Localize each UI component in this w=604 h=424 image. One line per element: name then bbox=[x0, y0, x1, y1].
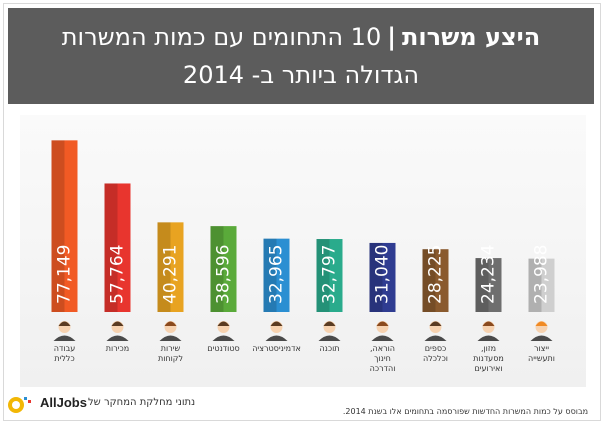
category-label: שירות bbox=[161, 344, 181, 353]
bar-value-label: 23,988 bbox=[532, 245, 552, 304]
bar-value-label: 77,149 bbox=[55, 245, 75, 304]
category-label: ואירועים bbox=[474, 364, 502, 373]
bar-value-label: 57,764 bbox=[108, 245, 128, 304]
header-separator: | bbox=[387, 23, 396, 51]
bar-highlight bbox=[223, 226, 237, 312]
bar bbox=[422, 249, 436, 312]
category-label: מכירות bbox=[106, 344, 129, 353]
header-title-line1: היצע משרות|10 התחומים עם כמות המשרות bbox=[8, 22, 594, 52]
bar bbox=[528, 258, 542, 312]
bar bbox=[51, 140, 65, 312]
bar-group: 32,797 תוכנה bbox=[316, 239, 343, 353]
bar-value-label: 28,225 bbox=[426, 245, 446, 304]
footer-source: נתוני מחלקת המחקר של bbox=[88, 397, 196, 408]
category-label: והדרכה bbox=[370, 364, 396, 373]
header-title-line2: הגדולה ביותר ב- 2014 bbox=[182, 61, 420, 89]
teacher-icon bbox=[371, 321, 394, 341]
worker-icon bbox=[53, 321, 76, 341]
programmer-icon bbox=[318, 321, 341, 341]
category-label: אדמיניסטרציה bbox=[252, 344, 301, 353]
bar bbox=[475, 258, 489, 312]
header-title-part1: 10 התחומים עם כמות המשרות bbox=[61, 23, 382, 51]
customer-service-icon bbox=[159, 321, 182, 341]
bar-value-label: 38,596 bbox=[214, 245, 234, 304]
bar-highlight bbox=[117, 183, 131, 312]
header-brand: היצע משרות bbox=[401, 23, 541, 51]
category-label: סטודנטים bbox=[207, 344, 239, 353]
bar bbox=[369, 242, 383, 312]
bar-highlight bbox=[541, 258, 555, 312]
sales-icon bbox=[106, 321, 129, 341]
bar-value-label: 31,040 bbox=[373, 245, 393, 304]
category-label: מסעדנות bbox=[473, 354, 504, 363]
bar bbox=[210, 226, 224, 312]
category-label: ותעשייה bbox=[528, 354, 555, 363]
bar-highlight bbox=[435, 249, 449, 312]
alljobs-logo-text: AllJobs bbox=[40, 395, 87, 410]
admin-icon bbox=[265, 321, 288, 341]
category-label: עבודה bbox=[54, 344, 75, 353]
category-label: חינוך bbox=[374, 354, 391, 363]
bar-group: 32,965 אדמיניסטרציה bbox=[252, 238, 301, 353]
waiter-icon bbox=[477, 321, 500, 341]
bar bbox=[104, 183, 118, 312]
category-label: הוראה, bbox=[370, 344, 395, 353]
factory-worker-icon bbox=[530, 321, 553, 341]
bar-group: 38,596 סטודנטים bbox=[207, 226, 240, 353]
category-label: מזון, bbox=[481, 344, 496, 353]
bar bbox=[263, 238, 277, 312]
footer-note: מבוסס על כמות המשרות החדשות שפורסמה בתחו… bbox=[342, 407, 588, 416]
bar-highlight bbox=[329, 239, 343, 312]
bar-value-label: 32,797 bbox=[320, 245, 340, 304]
finance-icon bbox=[424, 321, 447, 341]
bar-value-label: 32,965 bbox=[267, 245, 287, 304]
bar-group: 57,764 מכירות bbox=[104, 183, 131, 353]
bar-value-label: 24,234 bbox=[479, 245, 499, 304]
category-label: כספים bbox=[425, 344, 447, 353]
student-icon bbox=[212, 321, 235, 341]
bar-value-label: 40,291 bbox=[161, 245, 181, 304]
category-label: וכלכלה bbox=[423, 354, 448, 363]
alljobs-logo-icon bbox=[8, 397, 31, 413]
bar-highlight bbox=[170, 222, 184, 312]
category-label: כללית bbox=[54, 354, 74, 363]
header-banner: היצע משרות|10 התחומים עם כמות המשרות הגד… bbox=[8, 8, 594, 104]
category-label: ייצור bbox=[534, 344, 549, 353]
chart-panel: 77,149 עבודה כללית 57,764 מכירות 40,291 שירות ל… bbox=[20, 115, 586, 387]
bar-highlight bbox=[64, 140, 78, 312]
category-label: לקוחות bbox=[158, 354, 183, 363]
bar bbox=[157, 222, 171, 312]
category-label: תוכנה bbox=[319, 344, 339, 353]
bar-highlight bbox=[488, 258, 502, 312]
bar-highlight bbox=[382, 242, 396, 312]
bar bbox=[316, 239, 330, 312]
bar-highlight bbox=[276, 238, 290, 312]
